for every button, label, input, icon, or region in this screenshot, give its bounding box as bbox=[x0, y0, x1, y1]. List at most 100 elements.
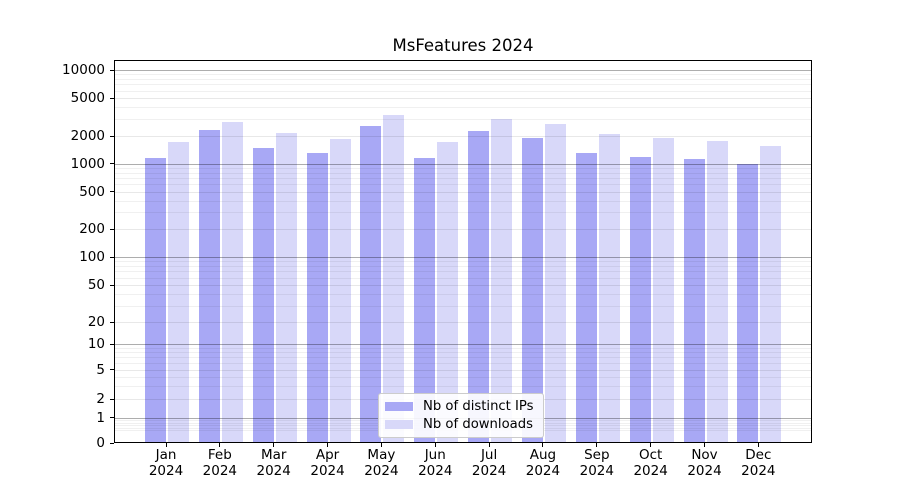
y-tick-mark bbox=[110, 256, 114, 258]
x-tick-year: 2024 bbox=[687, 462, 722, 479]
legend: Nb of distinct IPs Nb of downloads bbox=[378, 393, 544, 438]
y-tick-label: 2 bbox=[96, 391, 105, 407]
gridline bbox=[115, 84, 811, 86]
x-tick-label-sep: Sep 2024 bbox=[567, 447, 627, 479]
x-tick-year: 2024 bbox=[202, 462, 238, 479]
bar-downloads-aug bbox=[544, 123, 566, 442]
bar-ips-feb bbox=[198, 130, 220, 442]
gridline bbox=[115, 74, 811, 76]
legend-label-ips: Nb of distinct IPs bbox=[423, 399, 534, 414]
y-tick-mark bbox=[110, 163, 114, 164]
x-tick-year: 2024 bbox=[525, 462, 561, 479]
gridline bbox=[115, 98, 811, 99]
legend-label-downloads: Nb of downloads bbox=[423, 417, 533, 432]
x-tick-label-oct: Oct 2024 bbox=[621, 447, 681, 479]
bar-downloads-mar bbox=[275, 132, 297, 442]
y-tick-label: 100 bbox=[79, 249, 105, 265]
y-tick-label: 10000 bbox=[62, 62, 105, 78]
y-tick-label: 20 bbox=[87, 314, 105, 330]
y-tick-label: 5 bbox=[96, 361, 105, 378]
x-tick-year: 2024 bbox=[148, 462, 184, 479]
x-tick-year: 2024 bbox=[471, 462, 507, 479]
bar-downloads-sep bbox=[598, 133, 620, 442]
bar-ips-jun bbox=[414, 158, 436, 442]
x-tick-mark bbox=[434, 443, 436, 447]
bar-ips-jan bbox=[145, 157, 166, 442]
x-tick-label-jul: Jul 2024 bbox=[459, 447, 519, 479]
bar-downloads-jan bbox=[168, 141, 189, 442]
gridline bbox=[115, 70, 811, 71]
x-tick-label-nov: Nov 2024 bbox=[675, 447, 735, 479]
y-tick-label: 200 bbox=[79, 221, 105, 237]
bar-ips-nov bbox=[683, 159, 705, 442]
x-tick-year: 2024 bbox=[256, 462, 291, 479]
bar-ips-sep bbox=[575, 152, 597, 442]
gridline bbox=[115, 107, 811, 109]
chart-title: MsFeatures 2024 bbox=[392, 36, 534, 55]
gridline bbox=[115, 79, 811, 80]
y-tick-mark bbox=[110, 284, 114, 286]
gridline bbox=[115, 119, 811, 121]
x-tick-mark bbox=[757, 443, 759, 447]
x-tick-mark bbox=[219, 443, 221, 447]
bar-downloads-dec bbox=[760, 146, 782, 442]
x-tick-year: 2024 bbox=[310, 462, 345, 479]
y-tick-mark bbox=[110, 191, 114, 192]
bar-ips-aug bbox=[521, 137, 543, 442]
plot-area bbox=[114, 60, 812, 443]
bar-ips-apr bbox=[306, 153, 328, 442]
y-tick-mark bbox=[110, 369, 114, 370]
bar-downloads-may bbox=[383, 115, 405, 442]
bar-downloads-nov bbox=[706, 140, 728, 442]
x-tick-mark bbox=[380, 443, 382, 447]
legend-item-downloads: Nb of downloads bbox=[385, 417, 535, 432]
legend-item-distinct-ips: Nb of distinct IPs bbox=[385, 399, 535, 414]
bar-downloads-feb bbox=[221, 121, 243, 442]
y-tick-label: 500 bbox=[79, 183, 105, 200]
x-tick-label-feb: Feb 2024 bbox=[190, 447, 250, 479]
bar-ips-may bbox=[360, 126, 382, 442]
y-tick-mark bbox=[110, 442, 114, 444]
x-tick-label-jan: Jan 2024 bbox=[136, 447, 196, 479]
x-tick-mark bbox=[327, 443, 329, 447]
y-tick-mark bbox=[110, 417, 114, 418]
x-tick-year: 2024 bbox=[579, 462, 614, 479]
x-tick-label-may: May 2024 bbox=[351, 447, 411, 479]
x-tick-label-apr: Apr 2024 bbox=[298, 447, 358, 479]
y-tick-label: 5000 bbox=[70, 90, 105, 106]
x-tick-mark bbox=[596, 443, 598, 447]
x-tick-mark bbox=[704, 443, 705, 447]
x-tick-mark bbox=[273, 443, 275, 447]
legend-swatch-ips-icon bbox=[385, 402, 413, 411]
y-tick-label: 1 bbox=[96, 409, 105, 426]
x-tick-label-jun: Jun 2024 bbox=[405, 447, 465, 479]
x-tick-year: 2024 bbox=[418, 462, 453, 479]
bar-downloads-oct bbox=[652, 137, 674, 442]
gridline bbox=[115, 90, 811, 92]
x-tick-label-aug: Aug 2024 bbox=[513, 447, 573, 479]
legend-swatch-downloads-icon bbox=[385, 420, 413, 429]
x-tick-year: 2024 bbox=[364, 462, 399, 479]
y-tick-mark bbox=[110, 69, 114, 71]
bar-ips-oct bbox=[629, 156, 651, 442]
y-tick-label: 50 bbox=[87, 277, 105, 293]
y-tick-mark bbox=[110, 97, 114, 99]
x-tick-label-mar: Mar 2024 bbox=[244, 447, 304, 479]
x-tick-mark bbox=[650, 443, 652, 447]
bar-ips-jul bbox=[468, 130, 490, 442]
x-tick-year: 2024 bbox=[741, 462, 776, 479]
y-tick-label: 10 bbox=[87, 336, 105, 352]
y-tick-label: 0 bbox=[96, 435, 105, 451]
y-tick-label: 1000 bbox=[70, 155, 105, 172]
bar-ips-dec bbox=[737, 164, 759, 442]
bar-downloads-jun bbox=[437, 141, 459, 442]
bar-downloads-apr bbox=[329, 138, 351, 442]
y-tick-mark bbox=[110, 228, 114, 230]
x-tick-mark bbox=[165, 443, 167, 447]
x-tick-mark bbox=[488, 443, 490, 447]
y-tick-label: 2000 bbox=[70, 128, 105, 144]
x-tick-mark bbox=[542, 443, 544, 447]
x-tick-label-dec: Dec 2024 bbox=[728, 447, 788, 479]
y-tick-mark bbox=[110, 398, 114, 400]
